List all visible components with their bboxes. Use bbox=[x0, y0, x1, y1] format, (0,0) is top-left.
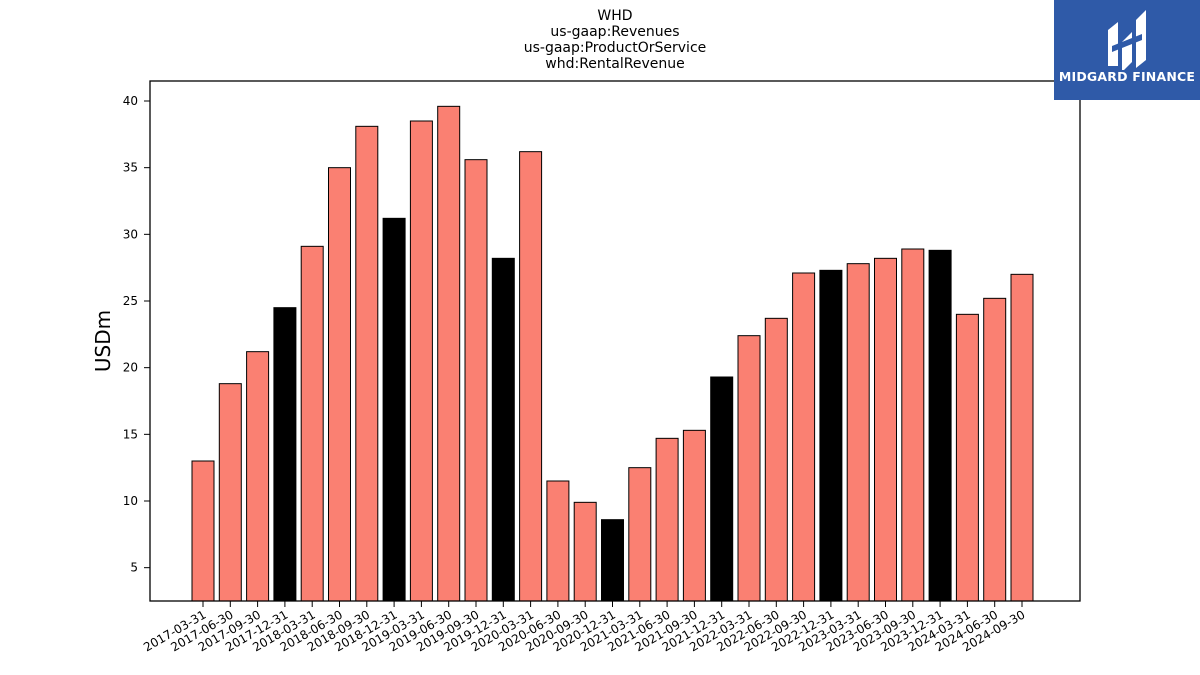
y-tick-label-10: 10 bbox=[123, 494, 138, 508]
bar-2023-12-31 bbox=[928, 249, 952, 602]
bar-2024-06-30 bbox=[983, 297, 1007, 602]
bar-2021-06-30 bbox=[655, 437, 679, 602]
chart-title-line-4: whd:RentalRevenue bbox=[545, 56, 685, 72]
chart-title-line-2: us-gaap:Revenues bbox=[550, 24, 680, 40]
chart-title-line-1: WHD bbox=[597, 8, 633, 24]
bar-2017-09-30 bbox=[246, 351, 270, 602]
midgard-logo-icon bbox=[1108, 10, 1146, 70]
bar-2017-06-30 bbox=[218, 383, 242, 602]
bar-2018-03-31 bbox=[300, 245, 324, 602]
y-axis-label: USDm bbox=[91, 310, 115, 372]
bar-2021-09-30 bbox=[682, 429, 706, 602]
bar-2023-09-30 bbox=[901, 248, 925, 602]
bar-2018-09-30 bbox=[355, 125, 379, 602]
bar-2022-06-30 bbox=[764, 317, 788, 602]
bar-2023-03-31 bbox=[846, 263, 870, 602]
bar-2018-06-30 bbox=[328, 167, 351, 602]
bar-2021-03-31 bbox=[628, 467, 652, 602]
y-tick-label-25: 25 bbox=[123, 294, 138, 308]
bar-2018-12-31 bbox=[382, 217, 406, 602]
y-tick-label-15: 15 bbox=[123, 427, 138, 441]
bar-2024-03-31 bbox=[955, 313, 979, 602]
y-tick-label-35: 35 bbox=[123, 161, 138, 175]
bar-2020-06-30 bbox=[546, 480, 570, 602]
bar-2017-03-31 bbox=[191, 460, 215, 602]
bar-2020-12-31 bbox=[601, 519, 624, 602]
bar-2020-09-30 bbox=[573, 501, 597, 602]
bar-2022-12-31 bbox=[819, 269, 843, 602]
bar-2024-09-30 bbox=[1010, 273, 1034, 602]
bar-2019-12-31 bbox=[491, 257, 515, 602]
y-tick-label-40: 40 bbox=[123, 94, 138, 108]
bar-2019-09-30 bbox=[464, 159, 488, 602]
bar-2022-09-30 bbox=[792, 272, 816, 602]
bar-2017-12-31 bbox=[273, 307, 297, 602]
bar-2023-06-30 bbox=[874, 257, 897, 602]
brand-logo: MIDGARD FINANCE bbox=[1054, 0, 1200, 100]
bar-2022-03-31 bbox=[737, 335, 761, 602]
bar-2020-03-31 bbox=[519, 151, 543, 602]
plot-frame bbox=[149, 80, 1081, 602]
y-tick-label-20: 20 bbox=[123, 361, 138, 375]
bar-2019-03-31 bbox=[409, 120, 433, 602]
chart-title-line-3: us-gaap:ProductOrService bbox=[523, 40, 707, 56]
bar-2021-12-31 bbox=[710, 376, 734, 602]
y-tick-label-30: 30 bbox=[123, 227, 138, 241]
logo-text: MIDGARD FINANCE bbox=[1058, 69, 1196, 84]
bar-2019-06-30 bbox=[437, 105, 461, 602]
y-tick-label-5: 5 bbox=[130, 561, 138, 575]
